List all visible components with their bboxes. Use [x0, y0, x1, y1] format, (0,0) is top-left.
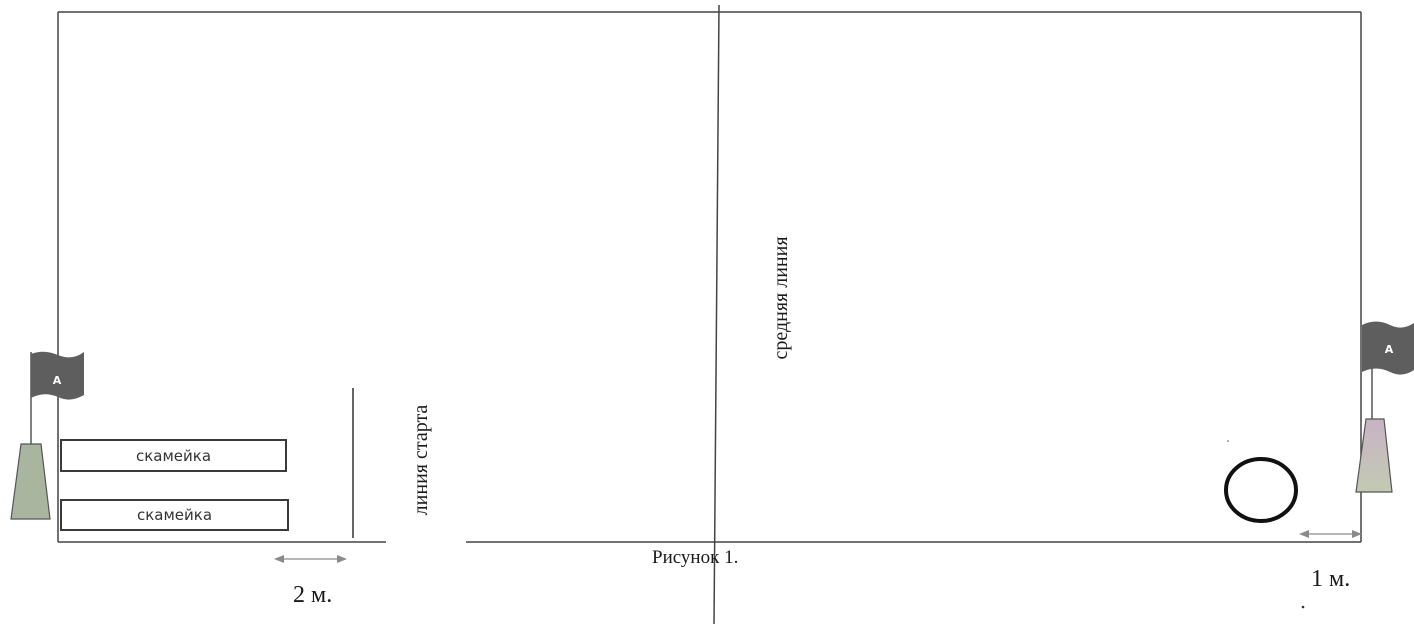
left-cone	[10, 443, 51, 520]
speck-dot	[1301, 605, 1305, 609]
bench: скамейка	[60, 499, 289, 531]
hoop	[1224, 457, 1298, 523]
left-flag-cloth	[31, 351, 84, 400]
measure-arrow-2m	[274, 555, 347, 563]
figure-caption: Рисунок 1.	[652, 547, 739, 568]
middle-line-label: средняя линия	[770, 236, 792, 360]
measurement-1m: 1 м.	[1311, 566, 1351, 592]
speck-dot	[1227, 440, 1229, 442]
right-flag-letter: A	[1385, 343, 1394, 356]
left-flag: A	[30, 351, 84, 444]
right-cone	[1355, 418, 1393, 493]
bench: скамейка	[60, 439, 287, 472]
measurement-2m: 2 м.	[293, 582, 333, 608]
middle-line	[713, 4, 720, 624]
start-line-label: линия старта	[410, 404, 432, 516]
right-flag: A	[1362, 321, 1414, 420]
left-flag-letter: A	[53, 374, 62, 387]
measure-arrow-1m	[1299, 530, 1362, 538]
right-flag-cloth	[1362, 321, 1414, 375]
